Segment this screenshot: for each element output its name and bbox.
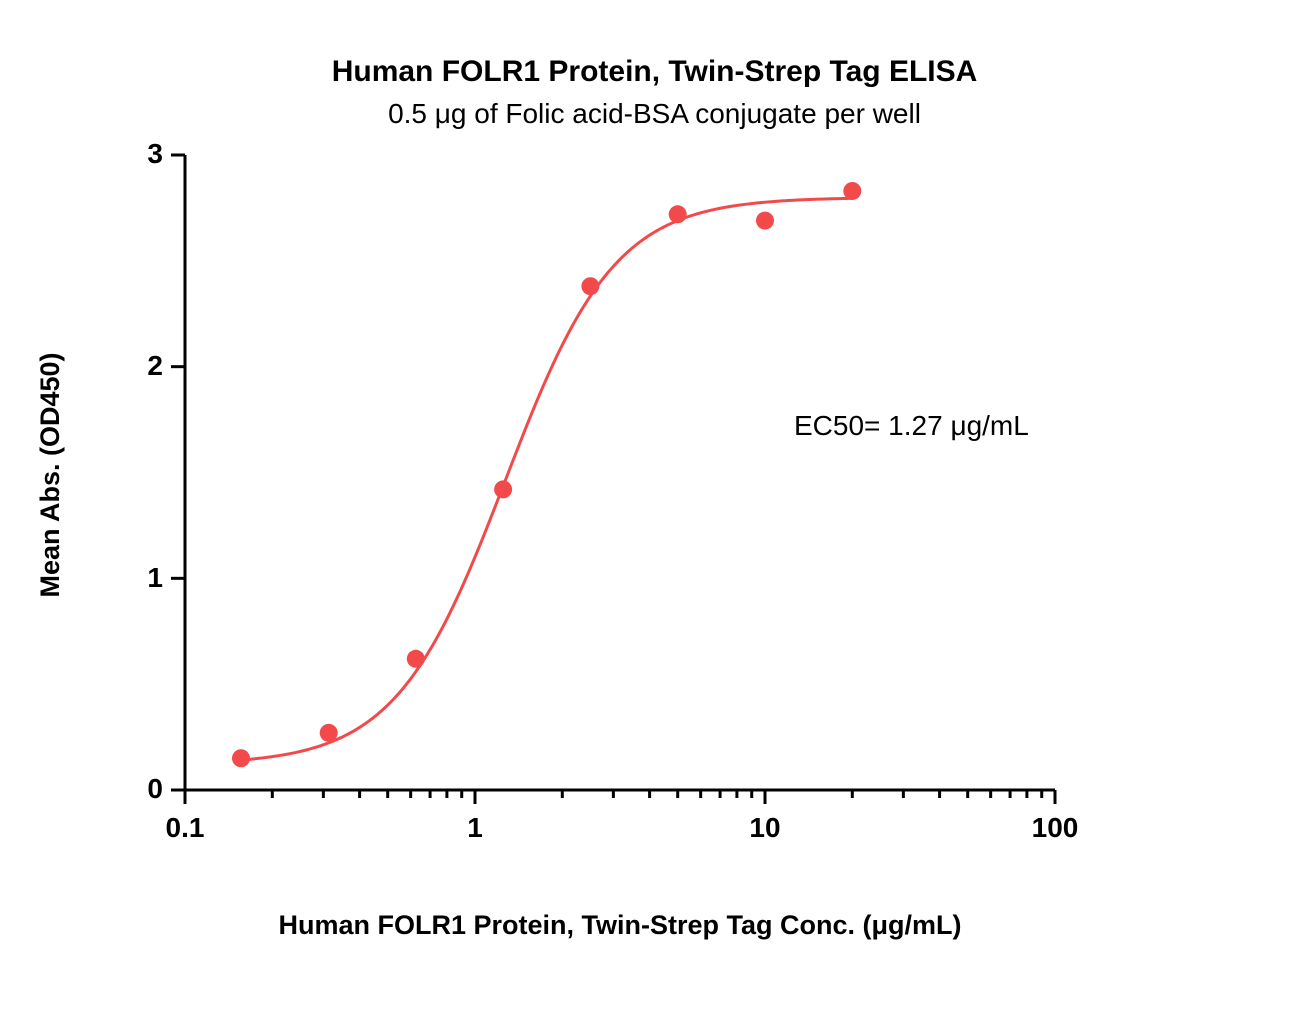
ec50-annotation: EC50= 1.27 μg/mL xyxy=(794,410,1029,442)
y-tick-label: 1 xyxy=(147,562,163,594)
plot-svg xyxy=(185,150,1055,800)
x-tick-label: 1 xyxy=(435,812,515,844)
axes-group xyxy=(171,155,1055,804)
data-point xyxy=(494,480,512,498)
plot-area xyxy=(185,150,1055,800)
x-tick-label: 10 xyxy=(725,812,805,844)
chart-title: Human FOLR1 Protein, Twin-Strep Tag ELIS… xyxy=(0,55,1309,89)
chart-subtitle: 0.5 μg of Folic acid-BSA conjugate per w… xyxy=(0,98,1309,130)
data-point xyxy=(320,724,338,742)
x-tick-label: 0.1 xyxy=(145,812,225,844)
fit-curve xyxy=(241,198,852,760)
fit-curve-group xyxy=(241,198,852,760)
y-axis-label: Mean Abs. (OD450) xyxy=(35,150,75,800)
data-point xyxy=(843,182,861,200)
y-tick-label: 3 xyxy=(147,138,163,170)
data-point xyxy=(407,650,425,668)
y-tick-label: 0 xyxy=(147,773,163,805)
data-point xyxy=(581,277,599,295)
x-axis-label: Human FOLR1 Protein, Twin-Strep Tag Conc… xyxy=(185,910,1055,941)
chart-container: Human FOLR1 Protein, Twin-Strep Tag ELIS… xyxy=(0,0,1309,1017)
y-tick-label: 2 xyxy=(147,350,163,382)
data-point xyxy=(669,205,687,223)
data-point xyxy=(232,749,250,767)
x-tick-label: 100 xyxy=(1015,812,1095,844)
data-point xyxy=(756,212,774,230)
data-points-group xyxy=(232,182,861,767)
